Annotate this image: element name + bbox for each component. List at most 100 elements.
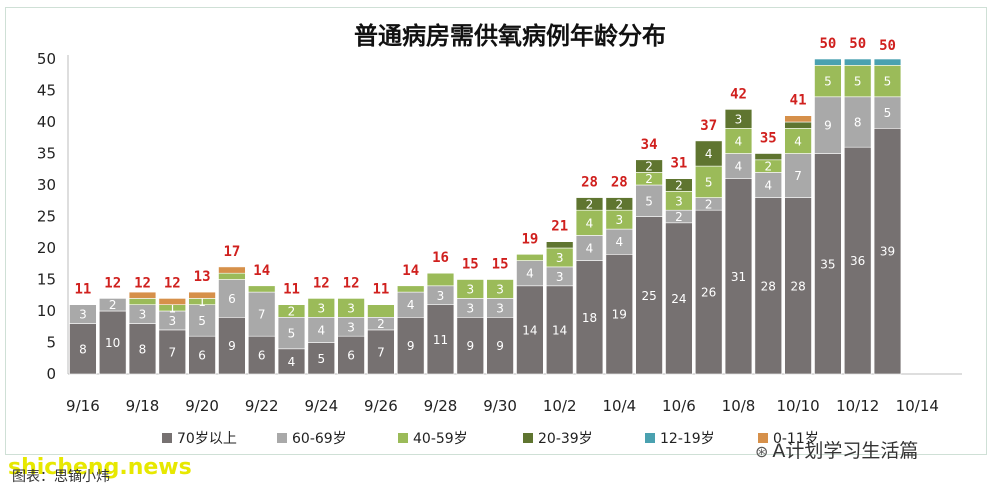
segment-label: 26 bbox=[701, 286, 716, 300]
bar-segment-40-59岁 bbox=[843, 65, 872, 98]
segment-label: 3 bbox=[347, 320, 355, 334]
segment-label: 4 bbox=[764, 179, 772, 193]
segment-label: 3 bbox=[466, 301, 474, 315]
bar-segment-70岁以上 bbox=[724, 178, 753, 375]
segment-label: 2 bbox=[377, 317, 385, 331]
bar-segment-70岁以上 bbox=[277, 348, 306, 375]
segment-label: 1 bbox=[198, 295, 206, 309]
segment-label: 9 bbox=[496, 339, 504, 353]
x-tick-label: 10/12 bbox=[836, 397, 879, 415]
x-tick-label: 10/8 bbox=[722, 397, 756, 415]
x-tick-label: 9/22 bbox=[245, 397, 279, 415]
segment-label: 6 bbox=[228, 292, 236, 306]
total-label: 14 bbox=[253, 263, 270, 279]
y-tick-label: 10 bbox=[37, 302, 56, 320]
segment-label: 4 bbox=[586, 216, 594, 230]
bar-segment-40-59岁 bbox=[784, 128, 812, 154]
segment-label: 14 bbox=[552, 323, 567, 337]
bar-segment-70岁以上 bbox=[98, 310, 127, 375]
bar-segment-20-39岁 bbox=[545, 241, 574, 249]
total-label: 31 bbox=[670, 156, 687, 172]
bar-segment-70岁以上 bbox=[69, 323, 97, 375]
segment-label: 7 bbox=[258, 308, 266, 322]
bar-segment-70岁以上 bbox=[337, 335, 365, 375]
bar-segment-70岁以上 bbox=[635, 216, 663, 375]
chart-title: 普通病房需供氧病例年龄分布 bbox=[354, 22, 666, 50]
segment-label: 5 bbox=[317, 352, 325, 366]
segment-label: 4 bbox=[317, 323, 325, 337]
bar-segment-40-59岁 bbox=[277, 304, 306, 318]
total-label: 14 bbox=[402, 263, 419, 279]
bar-segment-70岁以上 bbox=[396, 316, 425, 375]
x-tick-label: 9/28 bbox=[424, 397, 458, 415]
bar-segment-70岁以上 bbox=[516, 285, 544, 375]
x-tick-label: 10/4 bbox=[602, 397, 636, 415]
legend-label: 70岁以上 bbox=[177, 431, 237, 447]
segment-label: 6 bbox=[258, 349, 266, 363]
x-tick-label: 10/14 bbox=[896, 397, 939, 415]
segment-label: 4 bbox=[705, 147, 713, 161]
y-tick-label: 5 bbox=[46, 334, 56, 352]
x-tick-label: 10/10 bbox=[776, 397, 819, 415]
segment-label: 4 bbox=[615, 235, 623, 249]
segment-label: 39 bbox=[880, 245, 895, 259]
bar-segment-70岁以上 bbox=[843, 146, 872, 375]
bar-segment-70岁以上 bbox=[665, 222, 693, 375]
bar-segment-60-69岁 bbox=[218, 279, 246, 318]
bar-segment-60-69岁 bbox=[754, 172, 783, 198]
segment-label: 5 bbox=[705, 175, 713, 189]
total-label: 12 bbox=[313, 275, 330, 291]
bar-segment-40-59岁 bbox=[307, 298, 336, 318]
chart-frame bbox=[5, 7, 987, 455]
x-tick-label: 9/16 bbox=[66, 397, 100, 415]
bar-segment-20-39岁 bbox=[665, 178, 693, 192]
legend-label: 0-11岁 bbox=[773, 431, 819, 447]
segment-label: 8 bbox=[139, 342, 147, 356]
total-label: 50 bbox=[879, 38, 896, 54]
segment-label: 3 bbox=[347, 301, 355, 315]
segment-label: 4 bbox=[407, 298, 415, 312]
bar-segment-0-11岁 bbox=[784, 115, 812, 123]
segment-label: 8 bbox=[79, 342, 87, 356]
y-tick-label: 40 bbox=[37, 113, 56, 131]
legend-label: 60-69岁 bbox=[292, 431, 347, 447]
total-label: 50 bbox=[849, 36, 866, 52]
total-label: 15 bbox=[492, 257, 509, 273]
bar-segment-40-59岁 bbox=[724, 128, 753, 154]
bar-segment-40-59岁 bbox=[694, 165, 723, 198]
x-axis: 9/16 9/18 9/20 9/22 9/24 9/26 9/28 9/30 10/2 10/4… bbox=[66, 373, 962, 415]
bar-segment-60-69岁 bbox=[635, 184, 663, 217]
segment-label: 3 bbox=[615, 213, 623, 227]
segment-label: 11 bbox=[433, 333, 448, 347]
legend-swatch bbox=[523, 433, 533, 443]
segment-label: 3 bbox=[735, 112, 743, 126]
bar-segment-60-69岁 bbox=[277, 316, 306, 350]
bar-segment-40-59岁 bbox=[575, 209, 604, 236]
bar-segment-20-39岁 bbox=[784, 121, 812, 129]
legend-label: 40-59岁 bbox=[413, 431, 468, 447]
bar-segment-20-39岁 bbox=[694, 140, 723, 167]
legend-label: 20-39岁 bbox=[538, 431, 593, 447]
bar-segment-20-39岁 bbox=[754, 153, 783, 161]
total-label: 34 bbox=[641, 137, 658, 153]
segment-label: 2 bbox=[764, 160, 772, 174]
segment-label: 8 bbox=[854, 116, 862, 130]
bar-segment-40-59岁 bbox=[516, 254, 544, 261]
segment-label: 2 bbox=[615, 197, 623, 211]
bar-segment-12-19岁 bbox=[873, 58, 902, 66]
bar-segment-70岁以上 bbox=[307, 342, 336, 375]
total-label: 11 bbox=[74, 282, 91, 298]
segment-label: 9 bbox=[228, 339, 236, 353]
segment-label: 3 bbox=[496, 301, 504, 315]
segment-label: 19 bbox=[612, 308, 627, 322]
segment-label: 14 bbox=[522, 323, 537, 337]
bar-segment-70岁以上 bbox=[694, 209, 723, 375]
brand: ⊛ A计划学习生活篇 bbox=[755, 436, 918, 463]
bar-segment-60-69岁 bbox=[575, 235, 604, 261]
total-label: 37 bbox=[700, 118, 717, 134]
segment-label: 7 bbox=[168, 345, 176, 359]
segment-label: 31 bbox=[731, 270, 746, 284]
segment-label: 7 bbox=[377, 345, 385, 359]
segment-label: 2 bbox=[645, 172, 653, 186]
